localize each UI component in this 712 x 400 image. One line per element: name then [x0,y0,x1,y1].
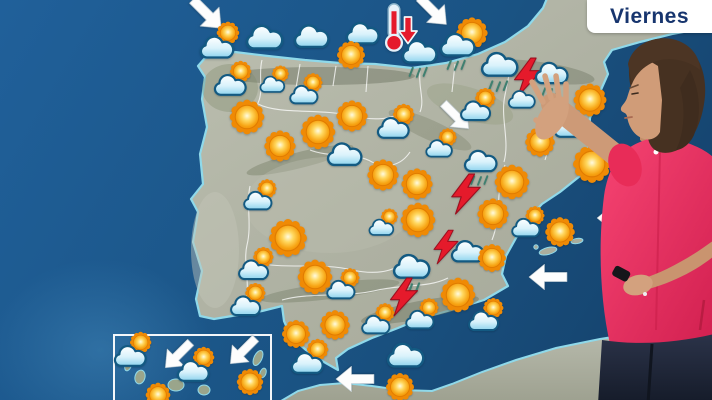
presenter-forearm-clicker [612,241,712,296]
ring [643,292,647,296]
presenter-face [620,60,662,140]
day-label-text: Viernes [610,4,689,28]
presenter-top [600,137,712,345]
balearic-islands [533,237,584,256]
presenter-clicker [612,265,631,282]
presenter-jeans [598,334,712,400]
presenter-head [620,38,706,153]
day-label: Viernes [587,0,712,33]
